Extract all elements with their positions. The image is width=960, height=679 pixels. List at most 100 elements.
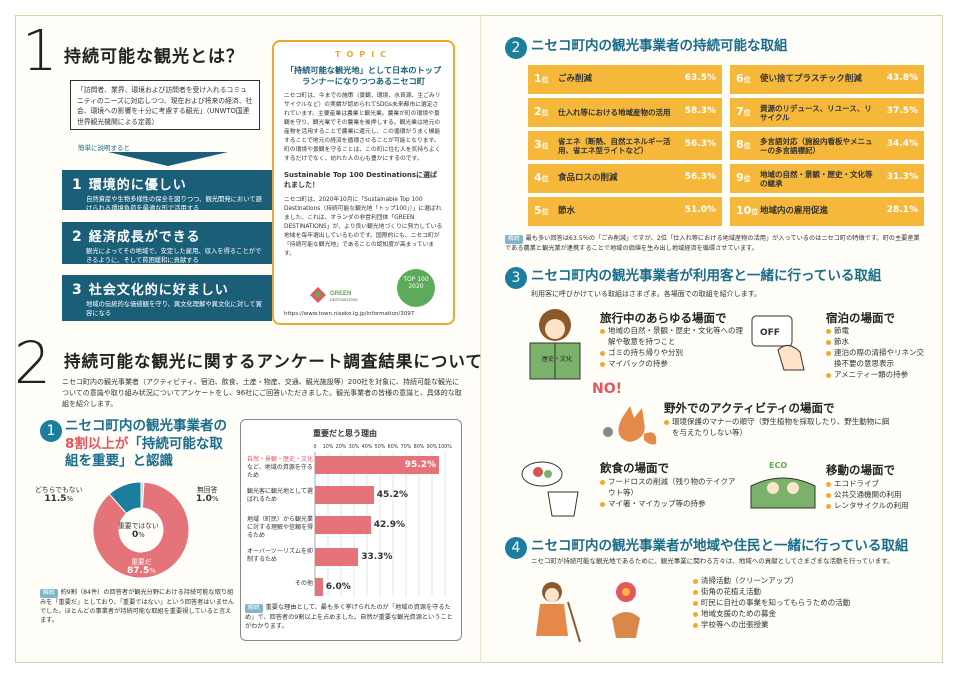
definition-1: 1 環境的に優しい 自然資産や生物多様性の保全を図りつつ、観光開発において避けられ…: [62, 170, 272, 212]
section2-title: 持続可能な観光に関するアンケート調査結果について: [64, 352, 483, 371]
axis-tick-label: 20%: [336, 444, 347, 450]
reading-person-illustration: 歴史・文化: [529, 309, 581, 380]
q1-title-a: ニセコ町内の観光事業者の: [65, 418, 227, 434]
definition-title: 経済成長ができる: [88, 230, 201, 245]
rank-percent: 58.3%: [684, 106, 716, 116]
axis-tick-label: 50%: [375, 444, 386, 450]
eco-car-illustration: ECO: [750, 461, 816, 509]
rank-label: ごみ削減: [558, 74, 593, 85]
scene-list-transport: エコドライブ 公共交通機関の利用 レンタサイクルの利用: [826, 479, 926, 512]
scene-title-stay: 宿泊の場面で: [826, 311, 895, 325]
reasons-note: 解説 重要な理由として、最も多く挙げられたのが「地域の資源を守るため」で、回答者の…: [245, 604, 453, 630]
rank-percent: 28.1%: [886, 205, 918, 215]
scene-title-outdoor: 野外でのアクティビティの場面で: [664, 401, 835, 415]
axis-tick-label: 10%: [323, 444, 334, 450]
reasons-title: 重要だと思う理由: [313, 429, 377, 438]
rank-number: 4位: [534, 171, 549, 184]
survey-intro: ニセコ町内の観光事業者（アクティビティ、宿泊、飲食、土産・物産、交通、観光施設等…: [62, 378, 462, 408]
reason-label-2: 観光客に観光地として選ばれるため: [247, 488, 313, 504]
svg-text:GREEN: GREEN: [330, 291, 351, 297]
definition-number: 2: [72, 229, 83, 245]
reason-bar: [315, 456, 439, 474]
simple-explanation-label: 簡単に説明すると: [78, 144, 130, 152]
topic-subheading: Sustainable Top 100 Destinationsに選ばれました！: [284, 171, 437, 190]
rank-label: 省エネ（断熱、自然エネルギー活用、省エネ型ライトなど）: [558, 136, 671, 155]
q2-number: 2: [505, 37, 527, 59]
q4-number: 4: [505, 537, 527, 559]
topic-paragraph-1: ニセコ町は、今までの施策（景観、環境、水資源、生ごみリサイクルなど）の実績が認め…: [284, 93, 441, 163]
axis-tick-label: 80%: [414, 444, 425, 450]
definition-title: 社会文化的に好ましい: [88, 283, 229, 298]
rank-number: 6位: [736, 72, 751, 85]
pie-label-important: 重要だ 87.5%: [127, 558, 156, 576]
rank-item-2: 2位 仕入れ等における地域産物の活用 58.3%: [528, 98, 722, 127]
rank-item-5: 5位 節水 51.0%: [528, 197, 722, 226]
q4-title: ニセコ町内の観光事業者が地域や住民と一緒に行っている取組: [531, 538, 909, 554]
definition-2: 2 経済成長ができる 観光によってその地域で、安定した雇用、収入を得ることができる…: [62, 222, 272, 264]
rank-percent: 56.3%: [684, 172, 716, 182]
q2-title: ニセコ町内の観光事業者の持続可能な取組: [531, 38, 788, 54]
scene-list-travel: 地域の自然・景観・歴史・文化等への理解や敬意を持つこと ゴミの持ち帰りや分別 マイバ…: [600, 326, 745, 370]
rank-label: 節水: [558, 206, 576, 217]
rank-label: 資源のリデュース、リユース、リサイクル: [760, 103, 872, 122]
rank-number: 2位: [534, 105, 549, 118]
green-destinations-logo: GREEN DESTINATIONS: [308, 285, 368, 305]
scene-title-travel: 旅行中のあらゆる場面で: [600, 311, 727, 325]
definition-text: 自然資産や生物多様性の保全を図りつつ、観光開発において避けられる環境負荷を最適な…: [86, 196, 262, 213]
light-switch-illustration: OFF: [751, 315, 805, 371]
definition-number: 3: [72, 282, 83, 298]
svg-text:歴史・文化: 歴史・文化: [542, 355, 572, 363]
axis-tick-label: 70%: [401, 444, 412, 450]
rank-percent: 51.0%: [684, 205, 716, 215]
reason-value: 95.2%: [404, 460, 436, 470]
note-tag: 解説: [40, 589, 58, 598]
definition-3: 3 社会文化的に好ましい 地域の伝統的な価値観を守り、異文化理解や異文化に対して寛…: [62, 275, 272, 321]
rank-number: 9位: [736, 171, 751, 184]
topic-paragraph-2: ニセコ町は、2020年10月に「Sustainable Top 100 Dest…: [284, 197, 443, 258]
rank-percent: 43.8%: [886, 73, 918, 83]
food-illustration: [521, 461, 579, 517]
rank-item-8: 8位 多言語対応（施設内看板やメニューの多言語標記） 34.4%: [730, 131, 924, 160]
rank-number: 10位: [736, 204, 759, 217]
topic-url[interactable]: https://www.town.niseko.lg.jp/informatio…: [284, 311, 415, 317]
axis-tick-label: 30%: [349, 444, 360, 450]
rank-item-4: 4位 食品ロスの削減 56.3%: [528, 164, 722, 193]
q3-title: ニセコ町内の観光事業者が利用客と一緒に行っている取組: [531, 268, 882, 284]
rank-label: 地域の自然・景観・歴史・文化等の継承: [760, 169, 873, 188]
page-fold: [480, 15, 481, 663]
rank-number: 8位: [736, 138, 751, 151]
pie-label-neutral: どちらでもない 11.5%: [35, 486, 83, 504]
reason-label-1: 自然・景観・歴史・文化など、地域の資源を守るため: [247, 456, 314, 480]
rank-number: 3位: [534, 138, 549, 151]
rank-percent: 63.5%: [684, 73, 716, 83]
reasons-grid: 0 10% 20% 30% 40% 50% 60% 70% 80% 90% 100%: [313, 444, 452, 596]
definition-text: 地域の伝統的な価値観を守り、異文化理解や異文化に対して寛容になる: [86, 301, 262, 318]
rank-percent: 34.4%: [886, 139, 918, 149]
axis-tick-label: 60%: [388, 444, 399, 450]
unwto-definition: 「訪問者、業界、環境および訪問者を受け入れるコミュニティのニーズに対応しつつ、現…: [70, 80, 260, 130]
q1-number: 1: [40, 420, 62, 442]
definition-title: 環境的に優しい: [88, 178, 187, 193]
scene-title-dining: 飲食の場面で: [600, 461, 669, 475]
topic-tag: TOPIC: [335, 50, 392, 59]
rank-item-3: 3位 省エネ（断熱、自然エネルギー活用、省エネ型ライトなど） 56.3%: [528, 131, 722, 160]
reason-label-3: 地域（町民）から観光業に対する理解や信頼を得るため: [247, 516, 314, 540]
reasons-chart-box: 重要だと思う理由 0 10% 20% 30% 40% 50% 60% 70% 80% 90% 100…: [240, 419, 462, 641]
rank-percent: 56.3%: [684, 139, 716, 149]
rank-label: 多言語対応（施設内看板やメニューの多言語標記）: [760, 136, 873, 155]
rank-percent: 37.5%: [886, 106, 918, 116]
pie-slice-重要だ: [92, 481, 190, 579]
reason-value: 33.3%: [361, 552, 393, 562]
scene-list-stay: 節電 節水 連泊の際の清掃やリネン交換不要の意思表示 アメニティー類の持参: [826, 326, 926, 380]
rank-number: 7位: [736, 105, 751, 118]
rank-number: 1位: [534, 72, 549, 85]
no-sign: NO!: [592, 381, 623, 397]
q1-note: 解説 約9割（84件）の回答者が観光分野における持続可能な取り組みを「重要だ」とし…: [40, 589, 235, 625]
rank-item-6: 6位 使い捨てプラスチック削減 43.8%: [730, 65, 924, 94]
rank-item-10: 10位 地域内の雇用促進 28.1%: [730, 197, 924, 226]
reason-value: 6.0%: [325, 582, 351, 592]
rank-label: 地域内の雇用促進: [760, 206, 829, 217]
q1-title: ニセコ町内の観光事業者の 8割以上が「持続可能な取組を重要」と認識: [65, 418, 235, 471]
section1-number: 1: [22, 19, 58, 84]
